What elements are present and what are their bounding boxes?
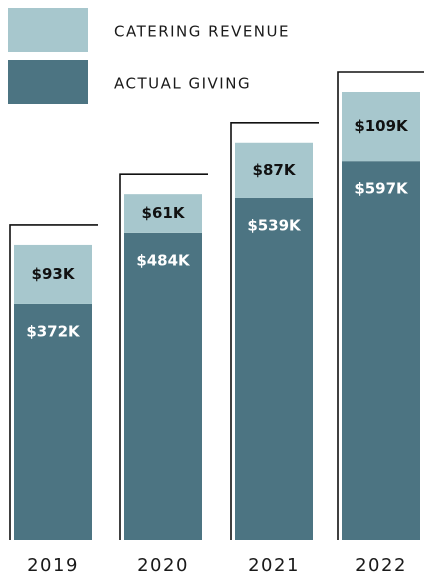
- legend-swatch: [8, 8, 88, 52]
- x-tick-label: 2022: [355, 555, 407, 576]
- x-tick-label: 2021: [248, 555, 300, 576]
- bar-segment: [124, 232, 202, 540]
- legend-swatch: [8, 60, 88, 104]
- legend-label: CATERING REVENUE: [114, 23, 290, 41]
- data-label: $87K: [253, 161, 297, 179]
- bar-frame: [337, 71, 424, 540]
- bar-frame: [9, 224, 98, 540]
- bar-segment: [342, 92, 420, 162]
- bar-frame: [119, 173, 208, 540]
- x-tick-label: 2020: [137, 555, 189, 576]
- data-label: $597K: [354, 180, 409, 198]
- legend-label: ACTUAL GIVING: [114, 75, 251, 93]
- bar-segment: [235, 142, 313, 198]
- bar-segment: [342, 161, 420, 540]
- bar-segment: [124, 194, 202, 233]
- data-label: $93K: [32, 265, 76, 283]
- data-label: $539K: [247, 216, 302, 234]
- data-label: $109K: [354, 117, 409, 135]
- data-label: $484K: [136, 251, 191, 269]
- data-label: $61K: [142, 204, 186, 222]
- data-label: $372K: [26, 322, 81, 340]
- bar-segment: [14, 244, 92, 304]
- bar-frame: [230, 121, 319, 540]
- bar-segment: [235, 197, 313, 540]
- x-tick-label: 2019: [27, 555, 79, 576]
- bar-segment: [14, 303, 92, 540]
